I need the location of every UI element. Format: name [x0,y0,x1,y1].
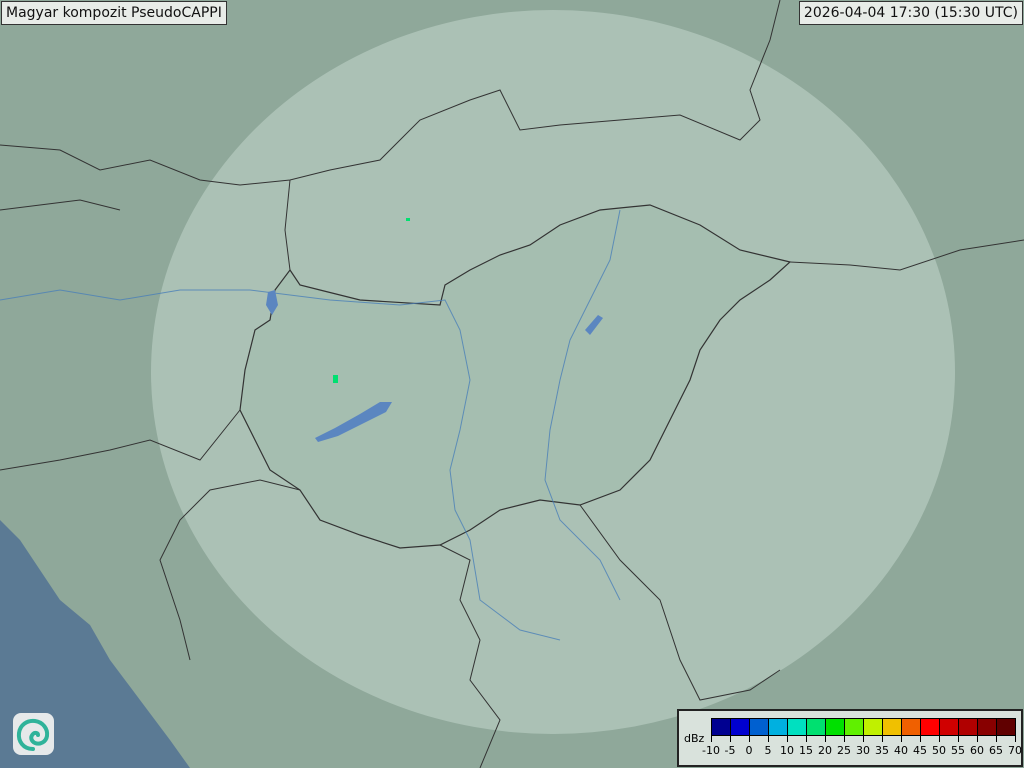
timestamp: 2026-04-04 17:30 (15:30 UTC) [798,1,1023,25]
legend-bin [807,719,826,735]
lake-balaton [315,402,392,442]
legend-tick-label: 55 [951,744,965,757]
legend-bin [921,719,940,735]
legend-tick-label: 70 [1008,744,1022,757]
legend-tick-label: -10 [702,744,720,757]
legend-tick-mark [958,736,959,742]
legend-tick-mark [844,736,845,742]
legend-bin [826,719,845,735]
legend-tick-label: 30 [856,744,870,757]
legend-bin [883,719,902,735]
legend-bin [864,719,883,735]
legend-tick-mark [730,736,731,742]
legend-bin [978,719,997,735]
legend-tick-label: -5 [724,744,736,757]
swirl-icon [16,718,50,751]
legend-tick-mark [825,736,826,742]
legend-tick-mark [863,736,864,742]
legend-tick-label: 25 [837,744,851,757]
legend-tick-label: 0 [745,744,753,757]
legend-tick-label: 65 [989,744,1003,757]
rivers [0,209,621,641]
legend-color-bar [711,718,1016,736]
legend-tick-mark [711,736,712,742]
lake-tisza [585,315,603,335]
lake-neusiedl [266,290,278,315]
radar-echo [333,375,338,383]
legend-bin [731,719,750,735]
hungary-border [239,204,792,549]
legend-bin [902,719,921,735]
legend-tick-mark [977,736,978,742]
legend-tick-mark [787,736,788,742]
legend-tick-mark [806,736,807,742]
legend-tick-label: 5 [764,744,772,757]
legend-unit: dBz [684,732,705,745]
legend-tick-mark [882,736,883,742]
legend-tick-label: 20 [818,744,832,757]
legend-bin [845,719,864,735]
legend-bin [769,719,788,735]
radar-coverage-area [151,10,955,734]
legend-tick-mark [939,736,940,742]
legend-bin [788,719,807,735]
radar-echo [406,218,410,221]
legend-tick-label: 35 [875,744,889,757]
legend-bin [712,719,731,735]
legend-tick-mark [901,736,902,742]
legend-tick-label: 10 [780,744,794,757]
product-title: Magyar kompozit PseudoCAPPI [1,1,227,25]
legend-tick-label: 60 [970,744,984,757]
dbz-legend: dBz -10 -5 0 5 10 15 20 25 30 35 40 45 50 55 60 65 70 [677,709,1023,767]
adriatic-sea [0,520,190,768]
legend-bin [959,719,978,735]
legend-tick-mark [749,736,750,742]
legend-bin [940,719,959,735]
legend-tick-label: 45 [913,744,927,757]
legend-tick-label: 15 [799,744,813,757]
weather-service-logo[interactable] [13,713,54,755]
legend-tick-mark [768,736,769,742]
legend-tick-mark [920,736,921,742]
legend-tick-mark [1015,736,1016,742]
legend-tick-label: 50 [932,744,946,757]
legend-tick-mark [996,736,997,742]
legend-tick-label: 40 [894,744,908,757]
legend-bin [997,719,1015,735]
legend-bin [750,719,769,735]
